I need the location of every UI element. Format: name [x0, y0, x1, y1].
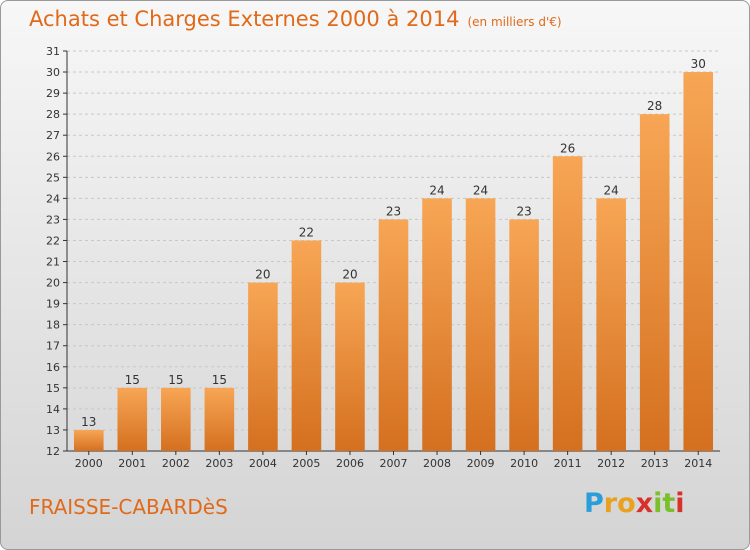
bar-2013 [639, 114, 670, 451]
y-tick-label-18: 18 [46, 319, 60, 332]
x-tick-label-2008: 2008 [423, 457, 451, 470]
bar-2008 [422, 198, 452, 451]
value-label-2010: 23 [516, 204, 531, 218]
x-tick-label-2013: 2013 [641, 457, 669, 470]
y-tick-label-13: 13 [46, 424, 60, 437]
value-label-2007: 23 [386, 204, 401, 218]
logo-letter-6: i [675, 488, 685, 519]
proxiti-logo: Proxiti [584, 488, 685, 519]
value-label-2001: 15 [125, 373, 140, 387]
value-label-2003: 15 [212, 373, 227, 387]
value-label-2014: 30 [691, 57, 706, 71]
y-tick-label-15: 15 [46, 382, 60, 395]
commune-name: FRAISSE-CABARDèS [29, 495, 228, 519]
bar-2011 [552, 156, 583, 451]
y-tick-label-22: 22 [46, 234, 60, 247]
logo-letter-3: x [635, 488, 654, 519]
bar-2000 [73, 429, 104, 451]
x-tick-label-2002: 2002 [162, 457, 190, 470]
x-tick-label-2012: 2012 [597, 457, 625, 470]
y-tick-label-16: 16 [46, 361, 60, 374]
y-tick-label-12: 12 [46, 445, 60, 458]
bar-2005 [291, 240, 322, 451]
y-tick-label-28: 28 [46, 108, 60, 121]
value-label-2008: 24 [429, 183, 444, 197]
value-label-2002: 15 [168, 373, 183, 387]
x-tick-label-2011: 2011 [554, 457, 582, 470]
y-tick-label-27: 27 [46, 129, 60, 142]
y-tick-label-25: 25 [46, 171, 60, 184]
chart-title: Achats et Charges Externes 2000 à 2014 (e… [29, 7, 562, 31]
bar-2006 [335, 282, 365, 451]
logo-letter-4: i [653, 488, 663, 519]
x-tick-label-2005: 2005 [292, 457, 320, 470]
logo-letter-2: o [617, 488, 636, 519]
value-label-2011: 26 [560, 141, 575, 155]
y-tick-label-23: 23 [46, 213, 60, 226]
chart-subtitle: (en milliers d'€) [467, 15, 562, 29]
logo-letter-0: P [584, 488, 604, 519]
x-tick-label-2003: 2003 [205, 457, 233, 470]
y-tick-label-31: 31 [46, 45, 60, 58]
x-tick-label-2010: 2010 [510, 457, 538, 470]
bar-2009 [465, 198, 496, 451]
logo-letter-5: t [662, 488, 676, 519]
value-label-2013: 28 [647, 99, 662, 113]
title-text: Achats et Charges Externes 2000 à 2014 [29, 7, 460, 31]
bar-2014 [683, 72, 714, 451]
bar-2002 [161, 387, 191, 451]
value-label-2000: 13 [81, 415, 96, 429]
bar-2010 [509, 219, 539, 451]
y-tick-label-19: 19 [46, 298, 60, 311]
y-tick-label-30: 30 [46, 66, 60, 79]
bar-2007 [378, 219, 409, 451]
y-tick-label-29: 29 [46, 87, 60, 100]
x-tick-label-2004: 2004 [249, 457, 277, 470]
y-tick-label-24: 24 [46, 192, 60, 205]
x-tick-label-2001: 2001 [118, 457, 146, 470]
logo-letter-1: r [603, 488, 618, 519]
x-tick-label-2009: 2009 [467, 457, 495, 470]
bar-2004 [248, 282, 278, 451]
value-label-2012: 24 [604, 183, 619, 197]
x-tick-label-2007: 2007 [380, 457, 408, 470]
y-tick-label-26: 26 [46, 150, 60, 163]
y-tick-label-20: 20 [46, 277, 60, 290]
value-label-2004: 20 [255, 268, 270, 282]
bar-2001 [117, 387, 148, 451]
x-tick-label-2000: 2000 [75, 457, 103, 470]
y-tick-label-21: 21 [46, 256, 60, 269]
value-label-2009: 24 [473, 183, 488, 197]
y-tick-label-14: 14 [46, 403, 60, 416]
value-label-2005: 22 [299, 225, 314, 239]
bar-2003 [204, 387, 235, 451]
y-tick-label-17: 17 [46, 340, 60, 353]
bar-2012 [596, 198, 626, 451]
value-label-2006: 20 [342, 268, 357, 282]
x-tick-label-2006: 2006 [336, 457, 364, 470]
x-tick-label-2014: 2014 [684, 457, 712, 470]
